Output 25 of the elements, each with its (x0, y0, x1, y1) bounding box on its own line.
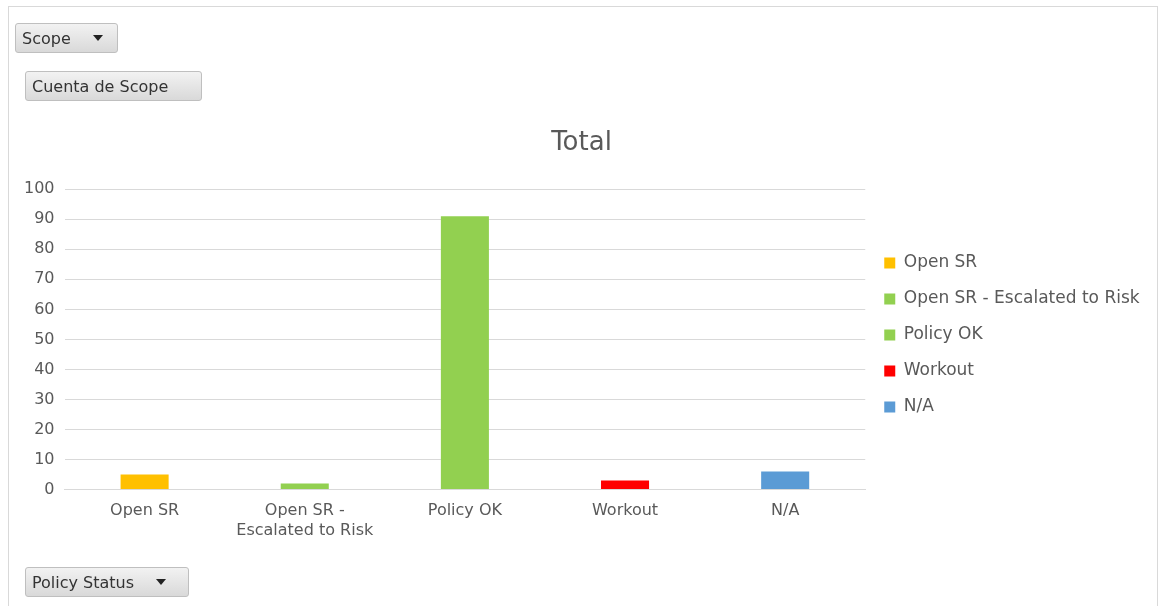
x-tick-label: Policy OK (427, 500, 503, 520)
y-tick-label: 30 (34, 388, 55, 408)
y-tick-label: 20 (34, 418, 55, 438)
legend-label: Open SR (903, 251, 978, 272)
field-button: Policy Status (25, 567, 189, 597)
y-tick-label: 80 (34, 238, 55, 258)
y-tick-label: 100 (23, 178, 55, 198)
field-button: Cuenta de Scope (25, 71, 202, 101)
y-tick-label: 70 (34, 268, 55, 288)
legend-label: N/A (903, 395, 935, 416)
legend-label: Policy OK (903, 323, 984, 344)
y-tick-label: 90 (34, 208, 55, 228)
y-tick-label: 60 (34, 298, 55, 318)
x-tick-label: Workout (591, 500, 659, 520)
y-tick-label: 50 (34, 328, 55, 348)
field-button: Scope (15, 23, 118, 53)
y-tick-label: 40 (34, 358, 55, 378)
x-tick-label: Open SR - Escalated to Risk (236, 500, 374, 539)
x-tick-label: Open SR (110, 500, 180, 520)
x-tick-label: N/A (771, 500, 800, 520)
y-tick-label: 0 (44, 478, 55, 498)
legend-label: Open SR - Escalated to Risk (903, 287, 1140, 308)
y-tick-label: 10 (34, 448, 55, 468)
chart-title: Total (550, 126, 612, 157)
legend-label: Workout (903, 359, 975, 380)
